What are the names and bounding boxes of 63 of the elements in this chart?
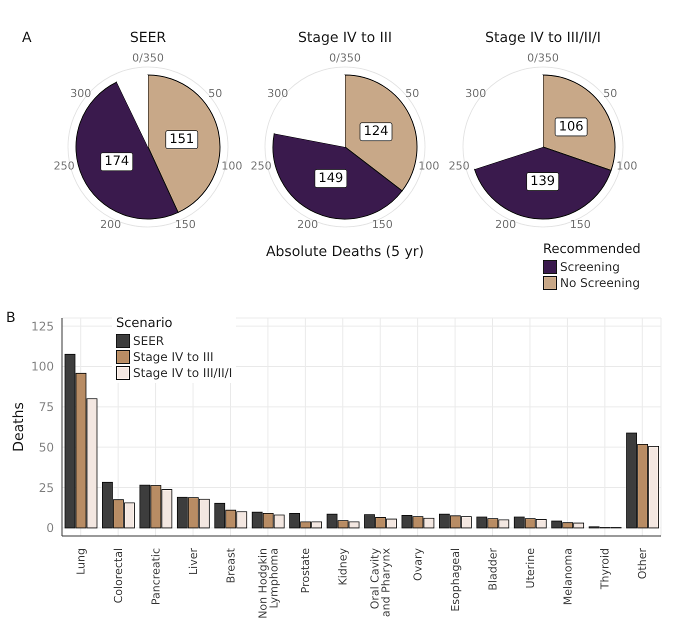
text: 200	[100, 218, 122, 231]
chart-title: SEER	[128, 29, 168, 48]
text: 0/350	[132, 52, 164, 64]
x-tick-label: Bladder	[486, 548, 500, 591]
text: 200	[495, 218, 516, 231]
legend-label: Stage IV to III	[133, 350, 214, 364]
text: 300	[465, 86, 486, 100]
legend-title: Scenario	[116, 316, 174, 331]
y-axis-title: Deaths	[10, 402, 27, 452]
x-tick-label: Kidney	[336, 548, 350, 586]
legend-label: Stage IV to III/II/I	[133, 366, 232, 380]
x-tick-label: Liver	[186, 548, 200, 575]
y-tick-label: 125	[31, 319, 54, 334]
text: 50	[208, 86, 222, 100]
x-tick-label: Prostate	[299, 548, 312, 594]
text: Absolute Deaths (5 yr)	[264, 244, 426, 260]
text: 300	[70, 86, 92, 100]
x-tick-label: Colorectal	[112, 548, 126, 604]
data-label: 151	[169, 132, 194, 148]
text: 100	[418, 160, 440, 173]
data-label: 106	[558, 119, 584, 134]
y-tick-label: 0	[46, 521, 54, 536]
text: 150	[174, 218, 196, 231]
text: 100	[616, 160, 638, 173]
x-tick-label: Thyroid	[598, 548, 612, 590]
text: 150	[372, 218, 393, 231]
data-label: 139	[530, 174, 556, 190]
text: 50	[603, 86, 618, 100]
legend-label: No Screening	[560, 276, 640, 290]
data-label: 124	[364, 124, 388, 140]
text: 250	[54, 160, 75, 173]
x-tick-label: Oral Cavity and Pharynx	[368, 548, 393, 618]
x-tick-label: Esophageal	[448, 548, 462, 612]
chart-title: Stage IV to III/II/I	[484, 29, 602, 48]
x-tick-label: Pancreatic	[149, 548, 162, 606]
y-tick-label: 25	[38, 480, 54, 495]
data-label: 149	[318, 171, 344, 186]
text: 300	[267, 86, 288, 100]
y-tick-label: 75	[38, 400, 54, 414]
text: 150	[570, 218, 591, 231]
legend-title: Recommended	[543, 242, 641, 257]
text: 0/350	[329, 52, 361, 64]
text: 250	[250, 160, 272, 173]
x-tick-label: Lung	[74, 548, 88, 575]
x-tick-label: Breast	[224, 547, 238, 584]
data-label: 174	[104, 154, 130, 170]
text: 50	[405, 86, 420, 100]
legend-label: Screening	[560, 260, 620, 274]
x-tick-label: Ovary	[412, 548, 425, 581]
y-tick-label: 50	[38, 440, 54, 454]
x-tick-label: Non Hodgkin Lymphoma	[256, 548, 280, 619]
text: 0/350	[527, 52, 559, 64]
text: 200	[297, 218, 318, 231]
text: 100	[221, 160, 242, 173]
y-tick-label: 100	[31, 360, 54, 374]
text: B	[6, 310, 16, 326]
x-tick-label: Other	[636, 548, 650, 580]
text: A	[22, 30, 32, 46]
legend-label: SEER	[133, 334, 164, 348]
x-tick-label: Melanoma	[561, 548, 574, 606]
x-tick-label: Uterine	[524, 548, 537, 588]
text: 250	[448, 160, 470, 173]
chart-title: Stage IV to III	[297, 29, 393, 48]
